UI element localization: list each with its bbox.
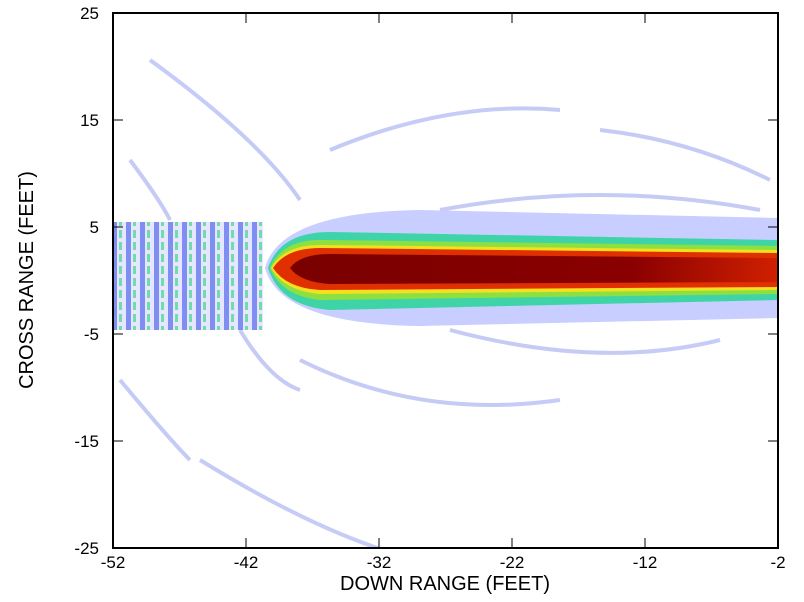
x-tick-label: -12 (633, 553, 658, 572)
y-tick-label: -5 (84, 325, 99, 344)
x-tick-label: -22 (500, 553, 525, 572)
y-tick-label: 15 (80, 111, 99, 130)
x-tick-label: -32 (367, 553, 392, 572)
x-axis-label: DOWN RANGE (FEET) (340, 573, 550, 595)
y-tick-label: 25 (80, 4, 99, 23)
y-axis-label: CROSS RANGE (FEET) (16, 171, 38, 389)
x-tick-label: -42 (234, 553, 259, 572)
x-tick-label: -52 (101, 553, 126, 572)
plot-frame (112, 12, 779, 549)
heatmap-image (113, 58, 778, 548)
y-tick-label: -15 (74, 432, 99, 451)
y-tick-label: -25 (74, 539, 99, 558)
x-tick-label: -2 (770, 553, 785, 572)
y-tick-label: 5 (90, 218, 99, 237)
